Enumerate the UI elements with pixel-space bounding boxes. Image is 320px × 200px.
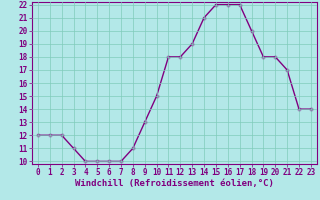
X-axis label: Windchill (Refroidissement éolien,°C): Windchill (Refroidissement éolien,°C): [75, 179, 274, 188]
